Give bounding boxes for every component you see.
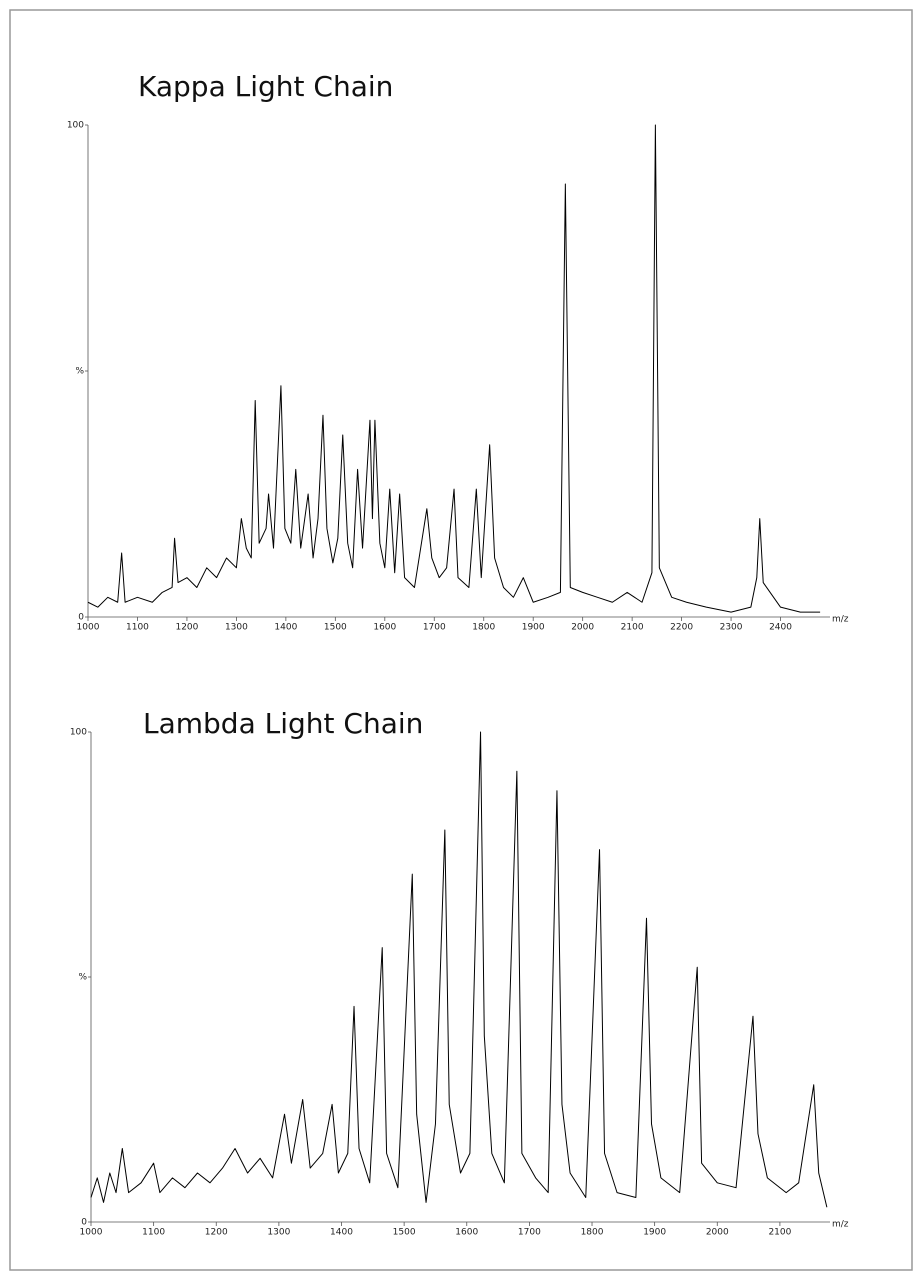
x-tick-label: 1600 xyxy=(373,623,396,633)
x-tick-label: 1300 xyxy=(225,623,248,633)
y-tick-label: 100 xyxy=(67,121,84,131)
x-tick-label: 2000 xyxy=(706,1228,729,1238)
x-tick-label: 1900 xyxy=(643,1228,666,1238)
y-tick-label: 0 xyxy=(81,1218,87,1228)
spectrum-line xyxy=(90,731,828,1208)
x-tick-label: 1500 xyxy=(393,1228,416,1238)
x-tick-label: 1100 xyxy=(126,623,149,633)
x-tick-label: 1500 xyxy=(324,623,347,633)
x-axis-label: m/z xyxy=(832,615,849,625)
y-tick-label: % xyxy=(78,973,87,983)
chart-title: Lambda Light Chain xyxy=(143,707,423,740)
x-tick-label: 2100 xyxy=(768,1228,791,1238)
y-tick-label: % xyxy=(75,367,84,377)
y-tick-label: 100 xyxy=(70,728,87,738)
x-tick-label: 1200 xyxy=(205,1228,228,1238)
x-tick-label: 1900 xyxy=(522,623,545,633)
chart-title: Kappa Light Chain xyxy=(138,70,393,103)
x-tick-label: 1700 xyxy=(423,623,446,633)
x-tick-label: 1800 xyxy=(472,623,495,633)
spectrum-line xyxy=(87,124,821,613)
x-axis-label: m/z xyxy=(832,1220,849,1230)
x-tick-label: 1800 xyxy=(581,1228,604,1238)
x-tick-label: 1400 xyxy=(330,1228,353,1238)
x-tick-label: 1600 xyxy=(455,1228,478,1238)
frame xyxy=(9,9,913,1271)
x-tick-label: 1100 xyxy=(142,1228,165,1238)
x-tick-label: 1300 xyxy=(267,1228,290,1238)
x-tick-label: 2300 xyxy=(720,623,743,633)
x-tick-label: 1700 xyxy=(518,1228,541,1238)
x-tick-label: 1000 xyxy=(80,1228,103,1238)
x-tick-label: 1400 xyxy=(274,623,297,633)
x-tick-label: 1200 xyxy=(175,623,198,633)
x-tick-label: 2200 xyxy=(670,623,693,633)
x-tick-label: 2100 xyxy=(621,623,644,633)
x-tick-label: 2000 xyxy=(571,623,594,633)
y-tick-label: 0 xyxy=(78,613,84,623)
x-tick-label: 1000 xyxy=(77,623,100,633)
x-tick-label: 2400 xyxy=(769,623,792,633)
